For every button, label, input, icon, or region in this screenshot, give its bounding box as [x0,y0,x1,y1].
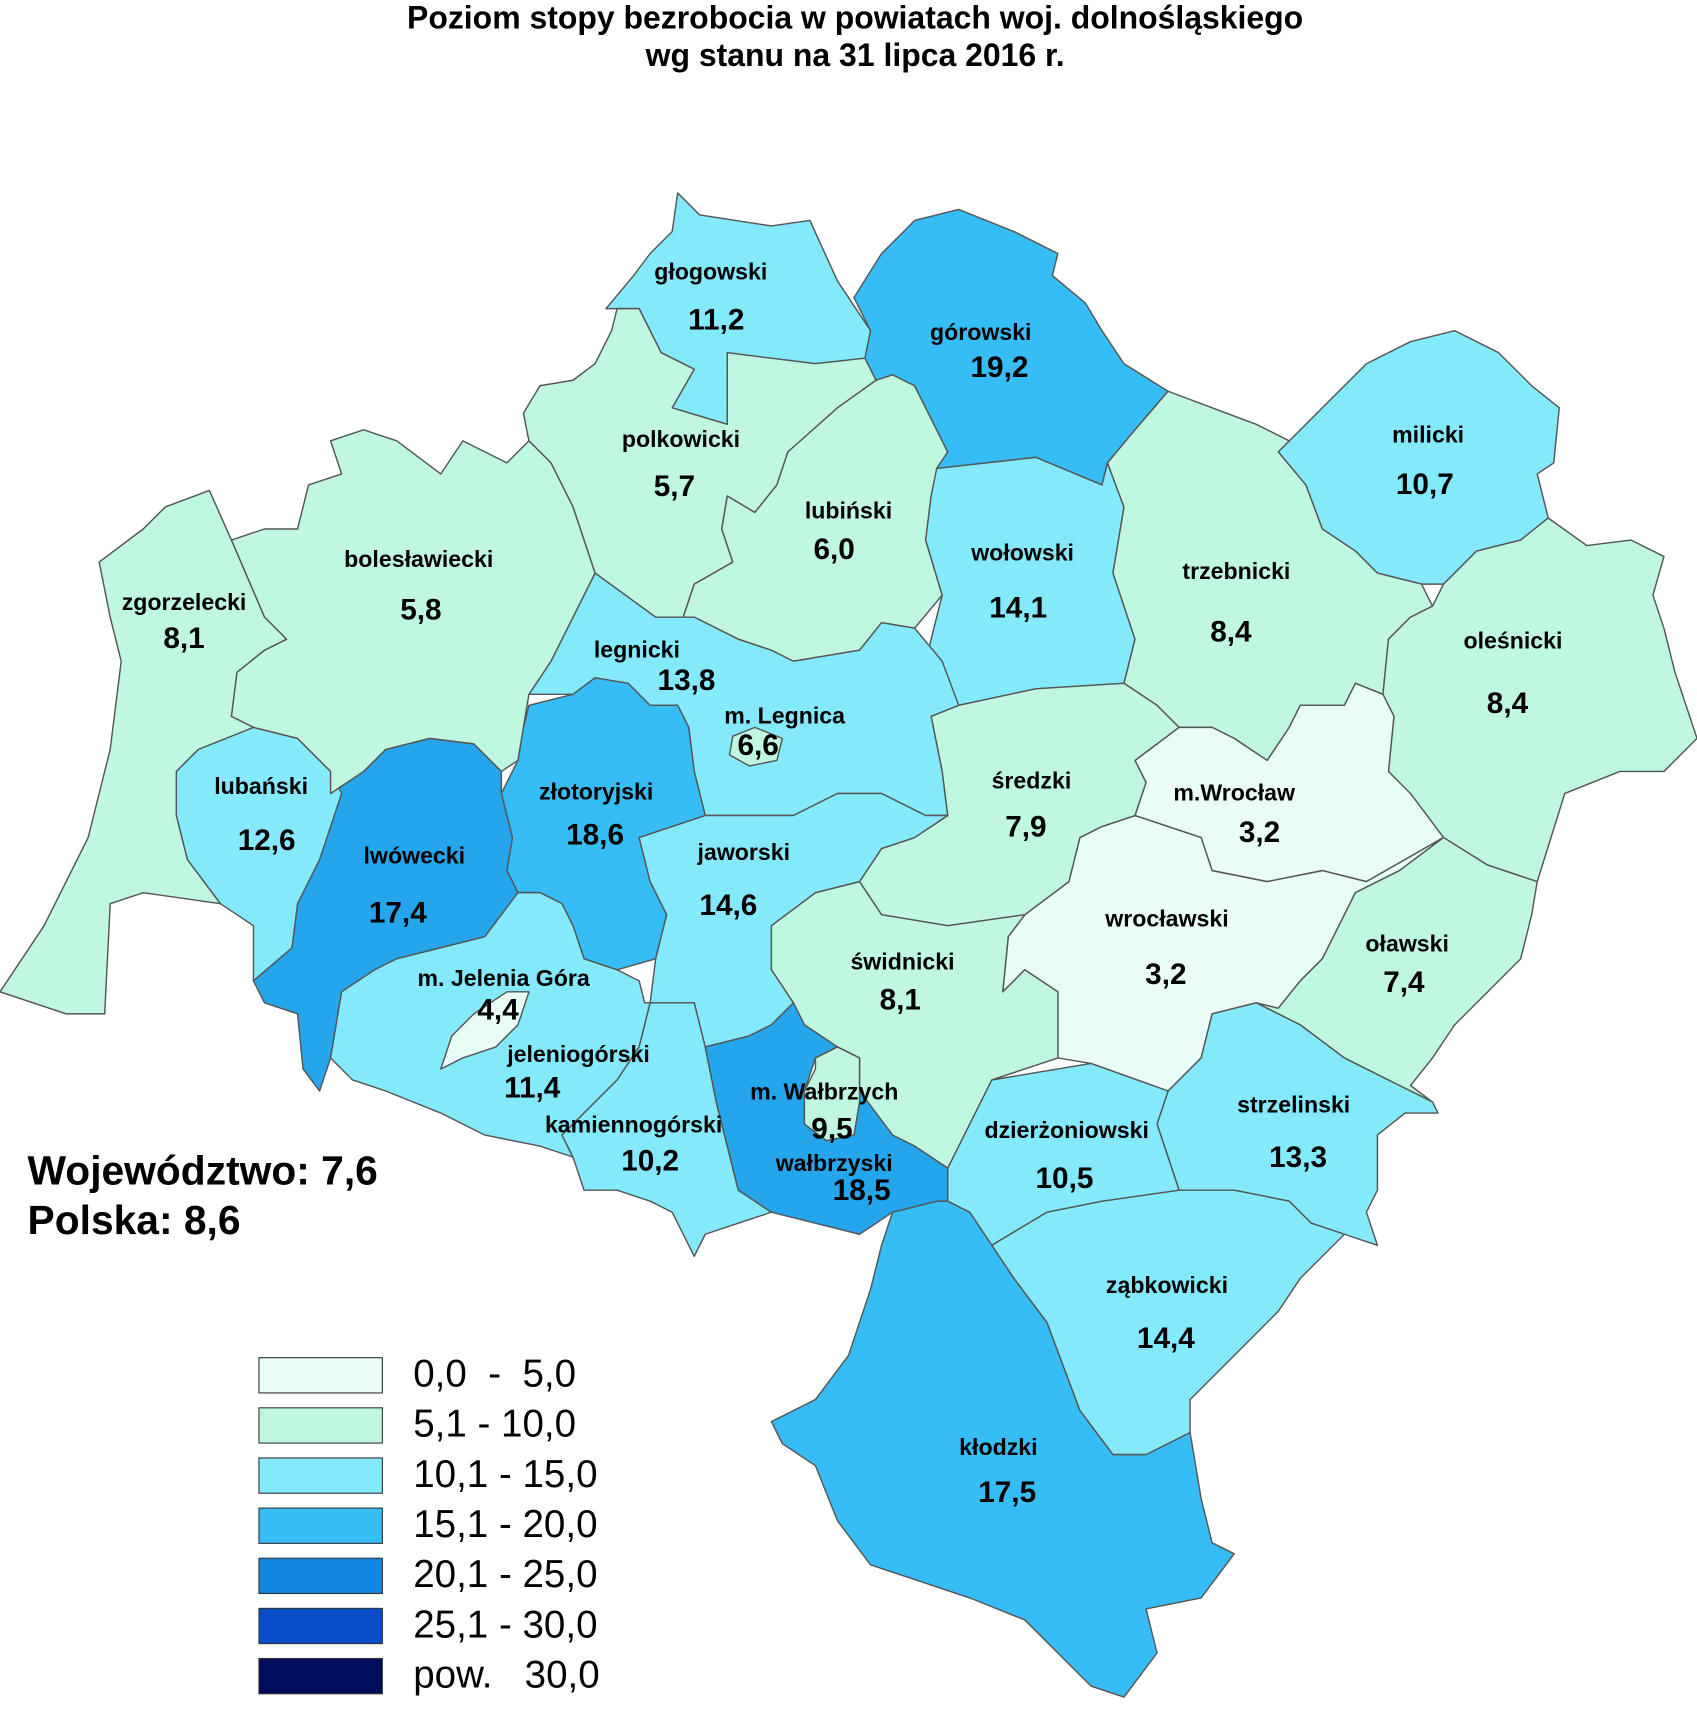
region-value: 11,2 [688,304,744,337]
legend-label: 15,1 - 20,0 [413,1503,597,1546]
region-name: m. Wałbrzych [750,1078,898,1104]
region-value: 5,8 [400,594,441,627]
region-name: kamiennogórski [545,1111,722,1137]
region-value: 6,6 [737,729,778,762]
region-value: 19,2 [971,351,1029,384]
region-value: 10,2 [621,1144,679,1177]
region-value: 12,6 [238,824,296,857]
legend-label: pow. 30,0 [413,1653,599,1696]
region-value: 10,5 [1036,1162,1094,1195]
region-name: bolesławiecki [344,546,493,572]
legend-label: 5,1 - 10,0 [413,1403,576,1446]
title: Poziom stopy bezrobocia w powiatach woj.… [407,0,1303,35]
region [728,726,784,767]
summary: Województwo: 7,6 [28,1147,378,1193]
region-value: 13,3 [1269,1141,1327,1174]
region-name: zgorzelecki [122,589,247,615]
region-value: 14,6 [699,889,757,922]
region-name: jeleniogórski [506,1041,650,1067]
region-value: 17,4 [369,897,427,930]
region-name: polkowicki [622,426,740,452]
legend-label: 10,1 - 15,0 [413,1453,597,1496]
summary: Polska: 8,6 [28,1197,241,1243]
legend-swatch [258,1557,383,1595]
region [924,456,1136,707]
region-value: 3,2 [1239,816,1280,849]
region-value: 10,7 [1396,468,1454,501]
region-name: ząbkowicki [1106,1272,1228,1298]
region-name: średzki [992,768,1072,794]
region-value: 6,0 [813,533,854,566]
region-name: strzelinski [1237,1092,1350,1118]
region [803,1046,861,1142]
region-name: kłodzki [959,1434,1037,1460]
region-name: lwówecki [364,842,466,868]
region-name: dzierżoniowski [984,1117,1148,1143]
legend-swatch [258,1657,383,1695]
region-name: oleśnicki [1463,628,1562,654]
region-value: 9,5 [811,1113,852,1146]
region-value: 8,1 [163,622,204,655]
region-value: 14,4 [1137,1322,1195,1355]
legend-swatch [258,1407,383,1444]
region-value: 7,9 [1005,811,1046,844]
region [0,489,288,1015]
region-name: trzebnicki [1182,558,1290,584]
region-value: 17,5 [978,1476,1036,1509]
region-name: wrocławski [1104,905,1228,931]
region-value: 18,5 [833,1174,891,1207]
region [704,1002,949,1235]
legend-label: 25,1 - 30,0 [413,1603,597,1646]
region-name: lubański [214,773,308,799]
region-name: jaworski [697,839,791,865]
region-name: górowski [930,319,1032,345]
region-value: 7,4 [1383,966,1425,999]
region-name: m.Wrocław [1173,780,1296,806]
region-name: oławski [1365,931,1449,957]
region [770,1200,1235,1698]
region-name: m. Jelenia Góra [417,965,590,991]
region-name: wołowski [970,539,1074,565]
legend-label: 20,1 - 25,0 [413,1553,597,1596]
region-value: 11,4 [504,1072,561,1105]
legend-swatch [258,1357,383,1394]
region-name: świdnicki [850,948,954,974]
region-name: wałbrzyski [775,1150,893,1176]
region-value: 5,7 [654,470,695,503]
region-name: złotoryjski [539,779,653,805]
region-value: 8,4 [1210,616,1252,649]
region-name: głogowski [654,258,767,284]
region-value: 14,1 [989,591,1047,624]
region-value: 8,1 [880,984,921,1017]
region-name: legnicki [594,636,680,662]
region-value: 3,2 [1145,958,1186,991]
region-name: milicki [1392,422,1464,448]
region-name: m. Legnica [724,703,846,729]
legend-swatch [258,1507,383,1544]
region-name: lubiński [805,498,892,524]
region-value: 18,6 [566,818,624,851]
title: wg stanu na 31 lipca 2016 r. [645,37,1065,73]
region-value: 8,4 [1487,687,1529,720]
legend-label: 0,0 - 5,0 [413,1353,576,1396]
legend-swatch [258,1607,383,1645]
region-value: 4,4 [477,994,519,1027]
legend-swatch [258,1457,383,1494]
region [440,991,530,1070]
region-value: 13,8 [658,664,716,697]
